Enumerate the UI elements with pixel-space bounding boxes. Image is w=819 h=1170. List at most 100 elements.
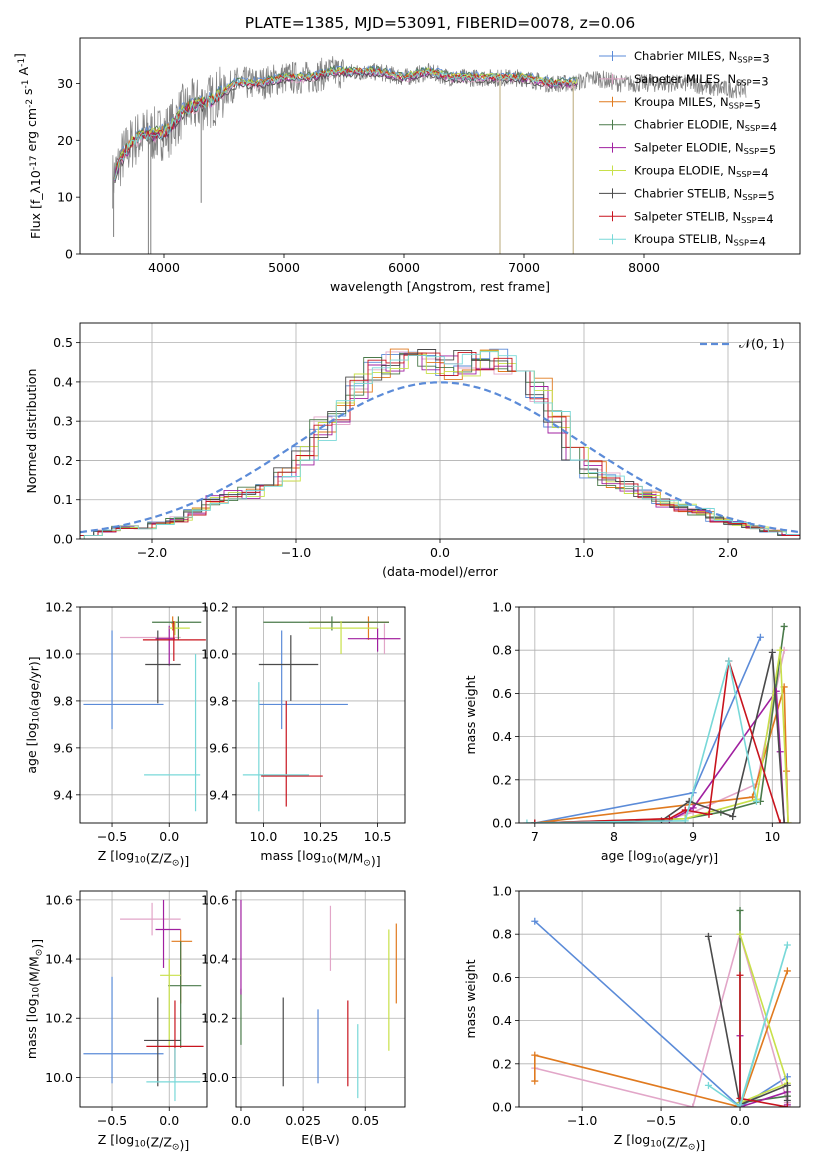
axes-frame [235, 890, 406, 1108]
y-tick-label: 30 [57, 76, 73, 91]
y-tick-label: 0.4 [492, 1013, 512, 1028]
y-tick-label: 10.0 [201, 646, 229, 661]
axes-frame [235, 606, 406, 824]
y-tick-label: 10.4 [201, 952, 229, 967]
label-part: ⊙ [688, 1142, 696, 1152]
point-kroupa_stelib [704, 1081, 712, 1089]
x-tick-label: 7000 [508, 260, 540, 275]
grid [80, 891, 207, 1107]
axes-frame [79, 322, 801, 540]
normal-curve [80, 381, 800, 534]
x-tick-label: 1.0 [574, 545, 594, 560]
y-tick-label: 20 [57, 133, 73, 148]
y-tick-label: 0.1 [53, 492, 73, 507]
x-tick-label: 0.05 [351, 1113, 379, 1128]
point-kroupa_stelib [523, 819, 531, 823]
label-part: A [16, 66, 31, 79]
y-tick-label: 0.6 [492, 970, 512, 985]
label-part: Chabrier MILES, N [634, 49, 737, 63]
y-tick-label: 0.6 [492, 686, 512, 701]
legend-label: Kroupa MILES, NSSP=5 [634, 95, 761, 111]
axes: 4000 5000 6000 7000 8000 0 10 20 30 wavelength [A… [12, 37, 801, 294]
y-axis-label: mass weight [463, 959, 478, 1038]
model-spectrum-salpeter_stelib [114, 67, 572, 180]
panel-weight_vs_z: −1.0 −0.5 0.0 0.0 0.2 0.4 0.6 0.8 1.0 Z [log10(Z/… [463, 884, 801, 1152]
label-part: (Z/Z [146, 1135, 172, 1150]
series-kroupa_stelib [707, 944, 789, 1107]
label-part: Salpeter MILES, N [634, 72, 736, 86]
label-part: mass [log [24, 998, 39, 1059]
point-salpeter_miles [689, 1103, 697, 1107]
label-part: (M/M [27, 956, 42, 987]
label-part: age [log [24, 722, 39, 773]
axes: −0.5 0.010.010.210.410.6Z [log10(Z/Z⊙)]ma… [24, 890, 208, 1152]
point-chabrier_stelib [729, 813, 737, 821]
label-part: )] [695, 1137, 705, 1152]
label-part: =5 [744, 97, 761, 111]
panel-mass_vs_z: −0.5 0.010.010.210.410.6Z [log10(Z/Z⊙)]ma… [24, 890, 208, 1152]
y-tick-label: 10.2 [45, 1011, 73, 1026]
x-axis-label: age [log10(age/yr)] [601, 848, 718, 866]
label-part: )] [179, 1137, 189, 1152]
x-tick-label: 5000 [268, 260, 300, 275]
label-part: Salpeter STELIB, N [634, 209, 741, 223]
axes-frame [518, 606, 801, 824]
point-salpeter_stelib [531, 819, 539, 823]
point-chabrier_elodie [780, 622, 788, 630]
model-spectrum-kroupa_stelib [114, 68, 572, 181]
plot-area [112, 56, 747, 254]
x-axis-label: (data-model)/error [382, 564, 499, 579]
x-tick-label: 8000 [628, 260, 660, 275]
series-salpeter_stelib [534, 660, 781, 823]
plot-area [242, 616, 401, 812]
plot-area [83, 616, 206, 812]
model-spectrum-salpeter_miles [114, 70, 578, 183]
label-part: 10 [32, 711, 42, 723]
label-part: )] [371, 853, 381, 868]
y-tick-label: 0.5 [53, 335, 73, 350]
label-part: =4 [757, 212, 774, 226]
x-axis-label: mass [log10(M/M⊙)] [260, 848, 380, 868]
legend-label: Chabrier ELODIE, NSSP=4 [634, 118, 777, 134]
y-tick-label: 0.0 [53, 532, 73, 547]
point-kroupa_stelib [736, 1101, 744, 1107]
legend-label: 𝒩(0, 1) [739, 336, 785, 351]
label-part: mass weight [463, 675, 478, 754]
y-tick-label: 0.2 [53, 453, 73, 468]
x-tick-label: 0.0 [231, 1113, 251, 1128]
panel-spectrum: 4000 5000 6000 7000 8000 0 10 20 30 wavelength [A… [12, 37, 801, 294]
y-tick-label: 0.2 [492, 772, 512, 787]
x-tick-label: −1.0 [567, 1113, 597, 1128]
x-axis-label: Z [log10(Z/Z⊙)] [98, 1132, 189, 1152]
plot-area [531, 906, 791, 1107]
point-kroupa_elodie [736, 930, 744, 938]
panel-age_vs_mass: 10.0 10.25 10.5 9.4 9.6 9.8 10.0 10.2 mass [log1… [201, 600, 406, 868]
x-tick-label: 7 [531, 829, 539, 844]
label-part: -17 [29, 155, 39, 170]
x-tick-label: −1.0 [281, 545, 311, 560]
y-tick-label: 9.8 [209, 693, 229, 708]
label-part: (M/M [333, 851, 364, 866]
y-tick-label: 9.6 [209, 740, 229, 755]
y-axis-label: Flux [f_λ10-17 erg cm-2 s-1 A-1] [12, 53, 43, 239]
point-kroupa_miles [531, 1077, 539, 1085]
x-tick-label: −2.0 [137, 545, 167, 560]
figure-title: PLATE=1385, MJD=53091, FIBERID=0078, z=0… [245, 14, 635, 32]
y-tick-label: 10 [57, 190, 73, 205]
point-kroupa_stelib [752, 797, 760, 805]
label-part: =4 [760, 120, 777, 134]
label-part: =4 [752, 166, 769, 180]
label-part: wavelength [Angstrom, rest frame] [330, 279, 550, 294]
x-tick-label: 0.0 [430, 545, 450, 560]
y-tick-label: 1.0 [492, 884, 512, 899]
plot-area [80, 348, 800, 539]
label-part: ⊙ [363, 858, 371, 868]
label-part: mass [log [260, 848, 321, 863]
point-salpeter_stelib [705, 810, 713, 818]
label-part: Z [log [98, 848, 134, 863]
label-part: ] [12, 53, 27, 58]
point-chabrier_miles [531, 917, 539, 925]
label-part: 10 [134, 1140, 146, 1150]
